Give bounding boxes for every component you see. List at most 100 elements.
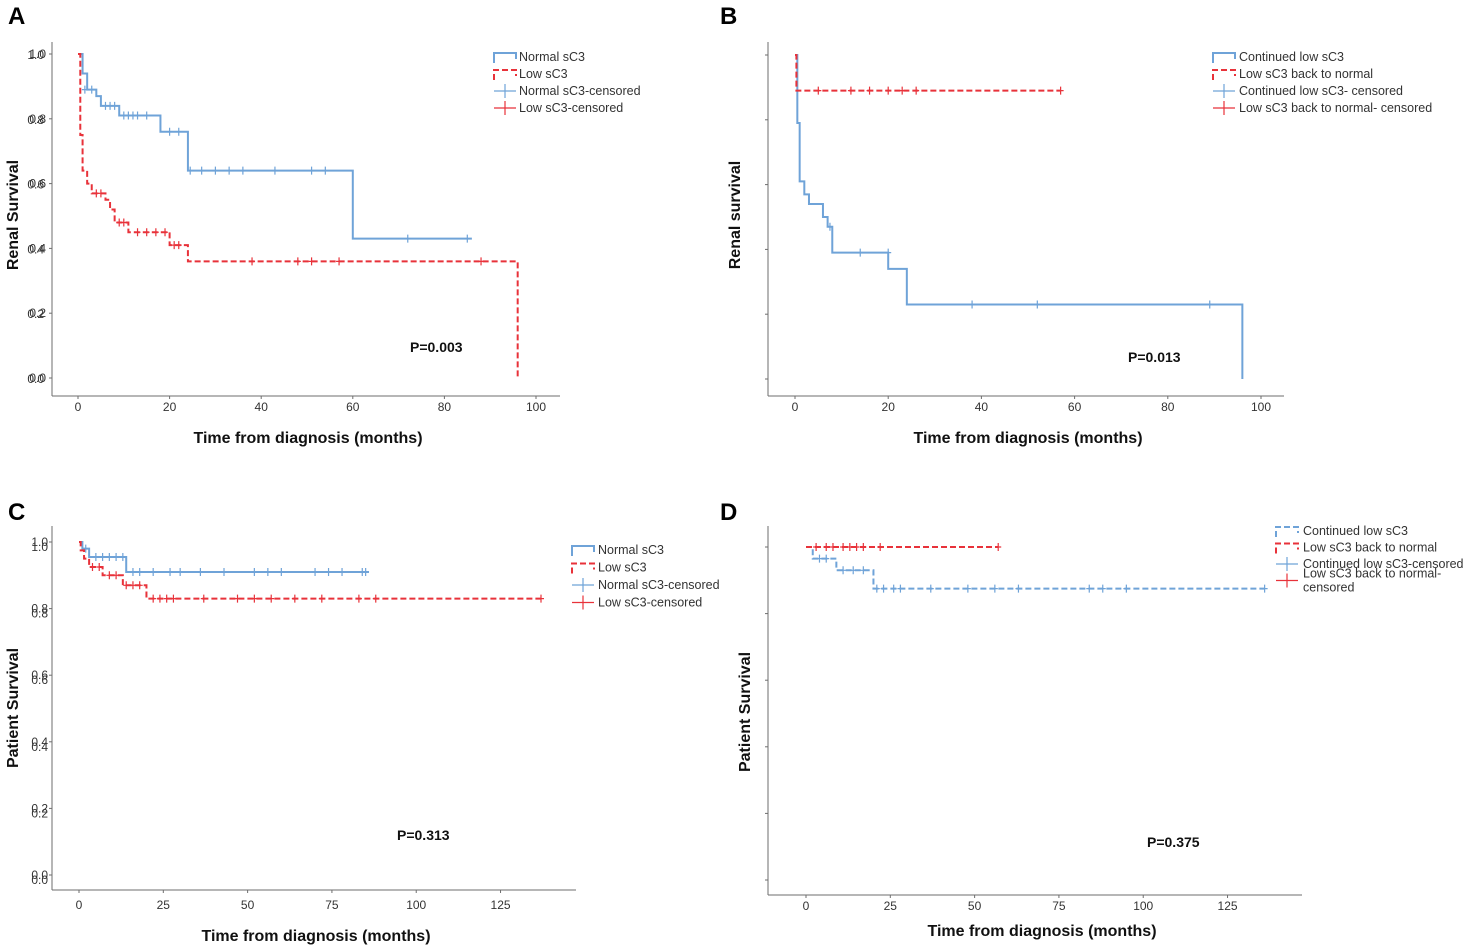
panel-letter-a: A bbox=[8, 3, 25, 30]
censor-mark bbox=[113, 552, 120, 561]
censor-mark bbox=[278, 567, 285, 576]
y-tick-label: 0.2 bbox=[31, 801, 48, 815]
censor-mark bbox=[991, 584, 998, 593]
censor-mark bbox=[264, 567, 271, 576]
panel-letter-d: D bbox=[720, 499, 737, 526]
censor-mark bbox=[89, 562, 96, 571]
legend-label: Low sC3 back to normal bbox=[1303, 541, 1437, 555]
censor-mark bbox=[829, 543, 836, 551]
series-line-second bbox=[79, 541, 541, 600]
y-tick-label: 0.2 bbox=[27, 307, 44, 321]
x-tick-label: 20 bbox=[163, 400, 177, 414]
y-tick-label: 0.2 bbox=[31, 806, 48, 820]
censor-mark bbox=[404, 234, 411, 243]
x-tick-label: 75 bbox=[325, 898, 339, 912]
censor-mark bbox=[143, 228, 150, 237]
censor-mark bbox=[847, 86, 854, 95]
x-tick-label: 50 bbox=[241, 898, 255, 912]
censor-mark bbox=[362, 567, 369, 576]
censor-mark bbox=[1086, 584, 1093, 593]
censor-mark bbox=[175, 241, 182, 250]
legend-swatch-censor bbox=[572, 595, 594, 610]
y-tick-label: 0.6 bbox=[31, 673, 48, 687]
y-axis-label: Renal Survival bbox=[5, 160, 22, 270]
x-tick-label: 80 bbox=[438, 400, 452, 414]
censor-mark bbox=[106, 571, 113, 580]
censor-mark bbox=[97, 189, 104, 198]
x-tick-label: 75 bbox=[1052, 899, 1066, 913]
x-tick-label: 0 bbox=[803, 899, 810, 913]
censor-mark bbox=[150, 594, 157, 603]
censor-mark bbox=[964, 584, 971, 593]
censor-mark bbox=[815, 86, 822, 95]
y-tick-label: 0.8 bbox=[31, 607, 48, 621]
censor-mark bbox=[322, 166, 329, 175]
censor-mark bbox=[226, 166, 233, 175]
legend-label: Low sC3 bbox=[519, 67, 568, 81]
censor-mark bbox=[143, 111, 150, 120]
censor-mark bbox=[1057, 86, 1064, 95]
legend-label: Low sC3 back to normal bbox=[1239, 67, 1373, 81]
panel-b: B 0.0 0.2 0.4 0.6 0.8 1.0 0 20 40 60 80 100 Time fro… bbox=[27, 3, 1432, 447]
censor-mark bbox=[111, 101, 118, 110]
censor-mark bbox=[873, 584, 880, 593]
censor-mark bbox=[1015, 584, 1022, 593]
censor-mark bbox=[355, 594, 362, 603]
censor-mark bbox=[372, 594, 379, 603]
x-tick-label: 0 bbox=[76, 898, 83, 912]
legend-label: Continued low sC3 bbox=[1303, 524, 1408, 538]
censor-mark bbox=[885, 86, 892, 95]
series-line-first bbox=[795, 54, 1244, 379]
censor-mark bbox=[890, 584, 897, 593]
y-tick-label: 0.6 bbox=[29, 177, 46, 191]
censor-mark bbox=[197, 567, 204, 576]
legend-label: Low sC3 back to normal- censored bbox=[1239, 101, 1432, 115]
x-axis-label: Time from diagnosis (months) bbox=[201, 928, 430, 945]
censor-mark bbox=[846, 543, 853, 551]
legend-swatch-censor bbox=[494, 101, 516, 115]
censor-mark bbox=[120, 218, 127, 227]
y-axis-label: Patient Survival bbox=[737, 652, 754, 772]
censor-mark bbox=[239, 166, 246, 175]
censor-mark bbox=[268, 594, 275, 603]
panel-c: C 0.0 0.2 0.4 0.6 0.8 1.0 0 25 50 75 100 125 Time fr… bbox=[5, 499, 720, 945]
censor-mark bbox=[162, 228, 169, 237]
censor-mark bbox=[221, 567, 228, 576]
y-tick-label: 0.4 bbox=[31, 740, 48, 754]
censor-mark bbox=[927, 584, 934, 593]
x-tick-label: 20 bbox=[882, 400, 896, 414]
censor-mark bbox=[1261, 584, 1268, 593]
legend-label: Low sC3-censored bbox=[598, 596, 702, 610]
censor-mark bbox=[995, 543, 1002, 551]
censor-mark bbox=[134, 228, 141, 237]
panel-d: D 0.0 0.2 0.4 0.6 0.8 1.0 0 25 50 75 100 125 Time fr… bbox=[31, 499, 1463, 940]
legend-label: Low sC3 back to normal- bbox=[1303, 567, 1441, 581]
x-tick-label: 0 bbox=[792, 400, 799, 414]
p-value-label: P=0.313 bbox=[397, 827, 450, 843]
censor-mark bbox=[123, 581, 130, 590]
censor-mark bbox=[877, 543, 884, 551]
x-tick-label: 125 bbox=[491, 898, 511, 912]
legend-label: Low sC3 bbox=[598, 561, 647, 575]
censor-mark bbox=[175, 127, 182, 136]
censor-mark bbox=[200, 594, 207, 603]
censor-mark bbox=[885, 248, 892, 257]
p-value-label: P=0.003 bbox=[410, 339, 463, 355]
x-tick-label: 100 bbox=[526, 400, 546, 414]
censor-mark bbox=[826, 222, 833, 231]
y-tick-label: 0.0 bbox=[27, 372, 44, 386]
censor-mark bbox=[152, 228, 159, 237]
censor-mark bbox=[163, 594, 170, 603]
series-line-first bbox=[79, 541, 370, 573]
censor-mark bbox=[271, 166, 278, 175]
censor-mark bbox=[177, 567, 184, 576]
series-line-first bbox=[806, 546, 1265, 590]
censor-mark bbox=[857, 248, 864, 257]
legend-label: Continued low sC3 bbox=[1239, 50, 1344, 64]
y-tick-label: 1.0 bbox=[31, 535, 48, 549]
censor-mark bbox=[96, 562, 103, 571]
panel-letter-b: B bbox=[720, 3, 737, 30]
x-tick-label: 40 bbox=[975, 400, 989, 414]
censor-mark bbox=[212, 166, 219, 175]
